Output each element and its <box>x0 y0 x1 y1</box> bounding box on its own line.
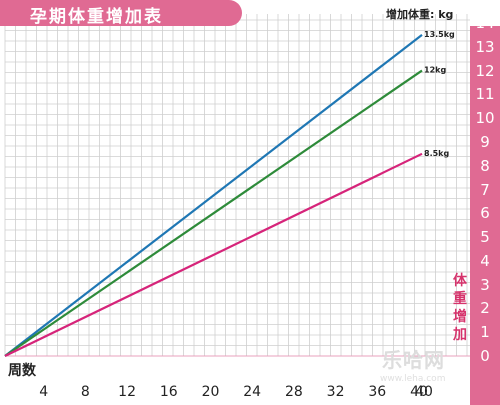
series-line-2 <box>4 152 423 357</box>
y-tick-label: 13 <box>475 37 495 56</box>
y-tick-label: 5 <box>480 228 490 247</box>
x-tick-label: 28 <box>284 384 303 400</box>
x-tick-label: 4 <box>39 384 49 400</box>
y-tick-label: 1 <box>480 323 490 342</box>
series-end-label-0: 13.5kg <box>424 30 455 39</box>
x-tick-label: 16 <box>159 384 178 400</box>
y-tick-label: 11 <box>475 85 495 104</box>
y-tick-label: 3 <box>480 275 490 294</box>
x-tick-label: 40 <box>415 384 433 400</box>
series-lines <box>4 34 423 357</box>
chart-title: 孕期体重增加表 <box>30 7 163 27</box>
y-axis-band <box>470 26 500 405</box>
y-tick-label: 14 <box>475 14 495 32</box>
y-tick-label: 9 <box>480 132 490 151</box>
watermark-url: www.leha.com <box>380 374 446 384</box>
x-tick-label: 20 <box>201 384 220 400</box>
unit-label: 增加体重: kg <box>386 8 454 21</box>
series-end-label-2: 8.5kg <box>424 149 449 158</box>
series-line-1 <box>4 69 423 357</box>
y-tick-label: 0 <box>480 347 490 365</box>
y-tick-label: 12 <box>475 61 495 80</box>
series-line-0 <box>4 34 423 357</box>
grid-lines <box>4 14 470 357</box>
x-tick-label: 24 <box>243 384 262 400</box>
title-bar: 孕期体重增加表 <box>0 0 242 27</box>
x-tick-label: 40 <box>410 384 428 400</box>
series-end-labels: 13.5kg 12kg 8.5kg <box>424 30 455 158</box>
watermark-logo: 乐哈网 <box>382 348 445 372</box>
y-tick-label: 4 <box>480 251 490 270</box>
y-tick-label: 8 <box>480 156 490 175</box>
x-tick-label: 36 <box>368 384 387 400</box>
x-tick-label: 12 <box>118 384 137 400</box>
x-tick-label: 32 <box>326 384 345 400</box>
x-tick-label: 8 <box>80 384 90 400</box>
y-tick-label: 6 <box>480 204 490 223</box>
y-tick-label: 10 <box>475 109 495 128</box>
series-end-label-1: 12kg <box>424 66 446 75</box>
y-tick-label: 7 <box>480 180 490 199</box>
y-axis-title: 体重增加 <box>453 273 467 343</box>
y-tick-label: 2 <box>480 299 490 318</box>
x-axis-title: 周数 <box>8 363 36 379</box>
